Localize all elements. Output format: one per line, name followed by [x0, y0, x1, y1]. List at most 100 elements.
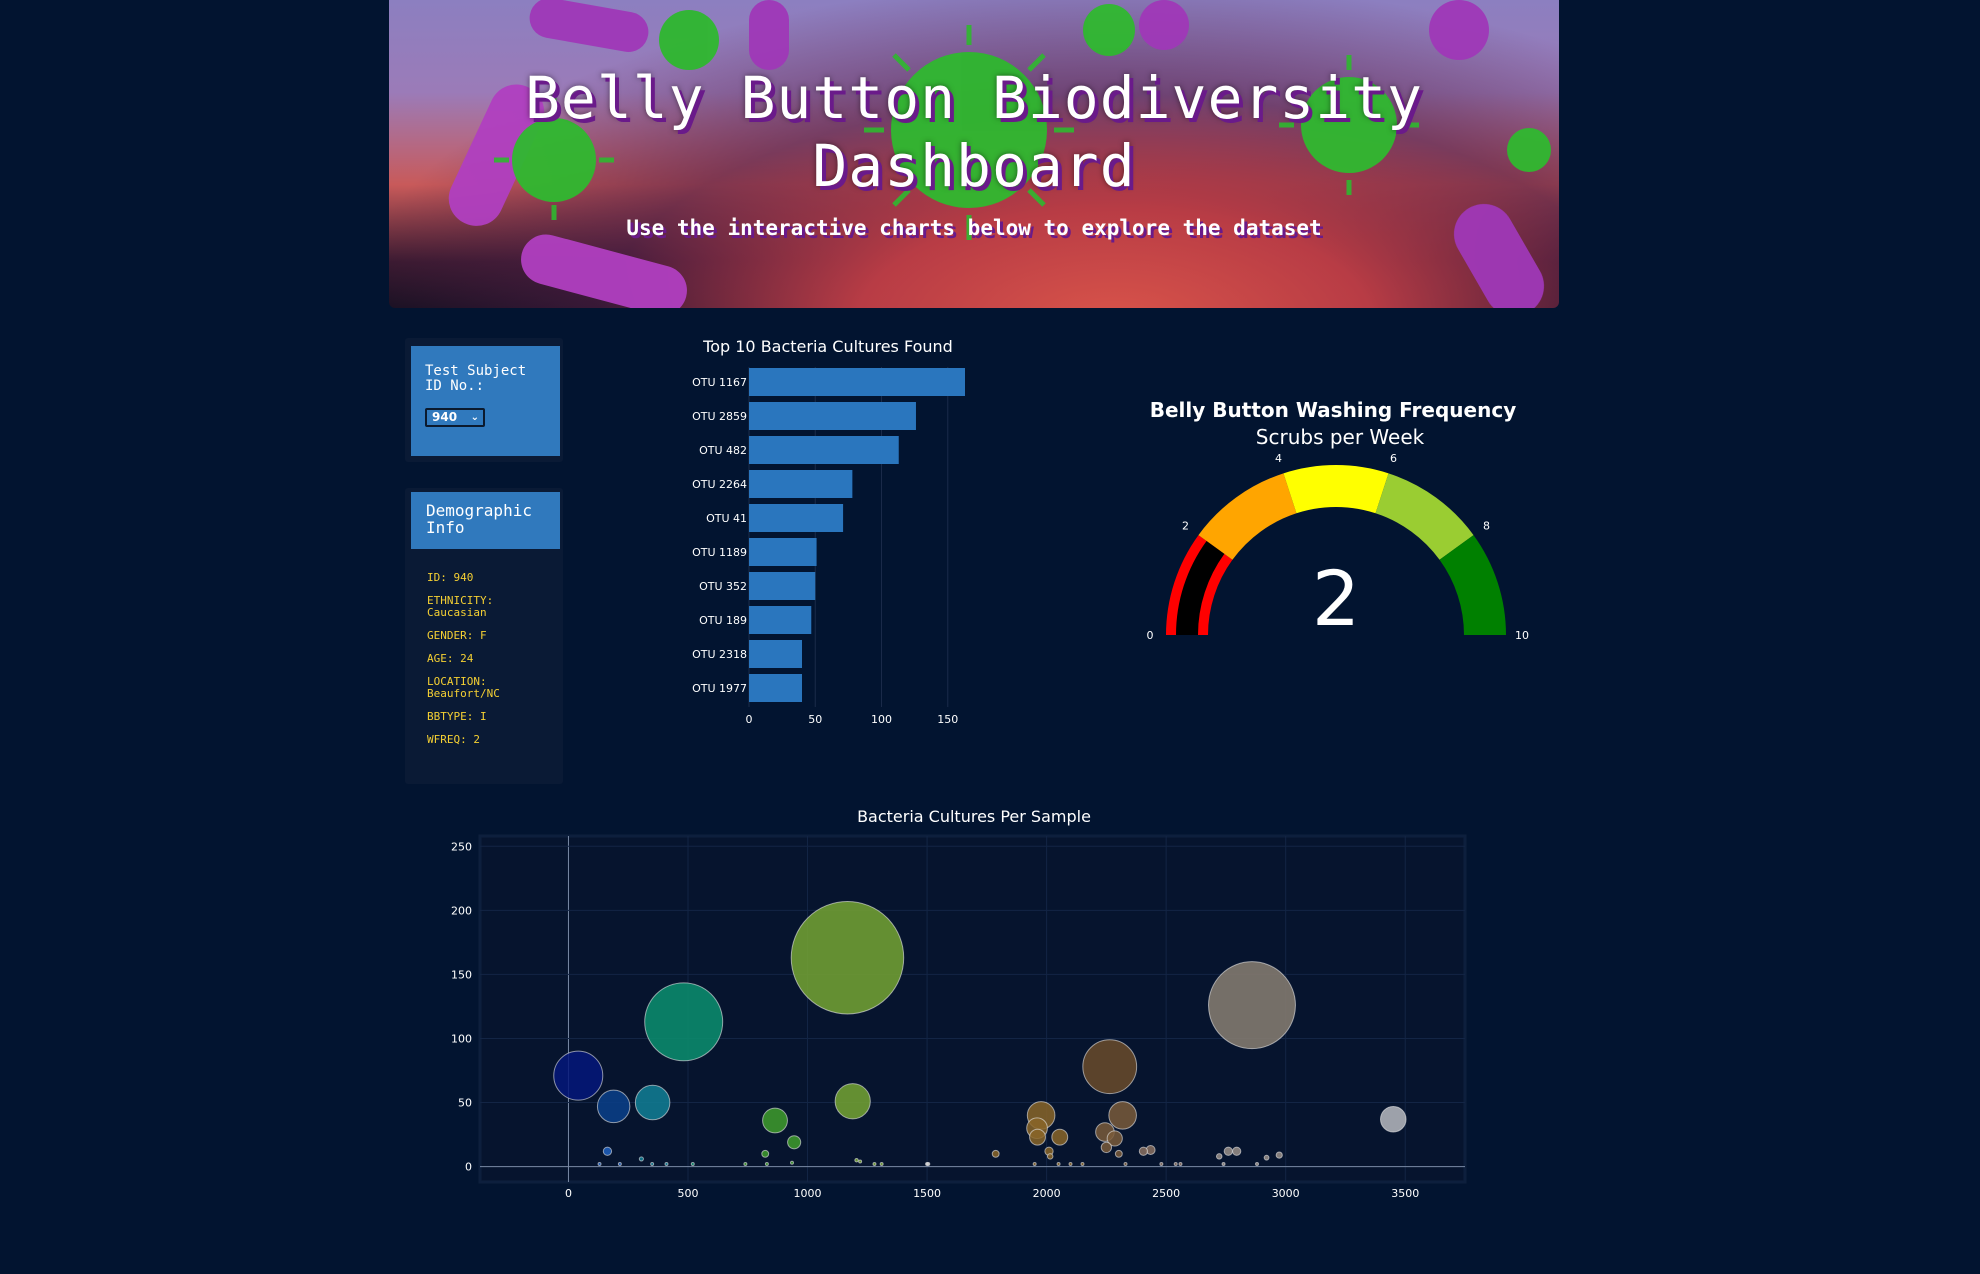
bubble-point — [1051, 1128, 1069, 1146]
gauge-tick-label: 0 — [1147, 629, 1154, 642]
bubble-point — [764, 1162, 769, 1167]
bubble-point — [1082, 1039, 1138, 1095]
bubble-point — [617, 1162, 622, 1167]
bar — [749, 606, 812, 634]
bubble-point — [602, 1146, 613, 1156]
demo-location: LOCATION: Beaufort/NC — [427, 675, 500, 700]
bubble-y-tick-label: 50 — [458, 1097, 472, 1110]
bubble-x-tick-label: 500 — [677, 1187, 698, 1200]
bar — [749, 674, 803, 702]
bubble-point — [1215, 1153, 1223, 1160]
bar-category-label: OTU 41 — [706, 512, 747, 525]
demographic-panel: Demographic Info ID: 940 ETHNICITY: Cauc… — [405, 488, 563, 784]
bubble-plot-area — [478, 834, 1467, 1184]
bubble-point — [1159, 1162, 1164, 1167]
bubble-point — [644, 982, 724, 1062]
bubble-x-tick-label: 0 — [565, 1187, 572, 1200]
bubble-point — [690, 1162, 695, 1167]
bar-category-label: OTU 189 — [699, 614, 747, 627]
bar-category-label: OTU 2859 — [692, 410, 747, 423]
bubble-point — [1123, 1162, 1128, 1167]
gauge-tick-label: 2 — [1182, 520, 1189, 533]
bubble-point — [650, 1162, 655, 1167]
bubble-point — [1100, 1141, 1113, 1154]
subject-select-panel: Test Subject ID No.: 940 ⌄ — [405, 338, 563, 462]
bar-x-tick-label: 0 — [746, 713, 753, 726]
wash-frequency-gauge: Belly Button Washing Frequency Scrubs per… — [1147, 398, 1530, 643]
demo-bbtype: BBTYPE: I — [427, 710, 487, 723]
bubble-point — [664, 1162, 669, 1167]
bubble-x-tick-label: 2000 — [1033, 1187, 1061, 1200]
bubble-point — [1232, 1146, 1242, 1156]
gauge-value-bar — [1176, 540, 1225, 635]
demographic-panel-title: Demographic Info — [426, 501, 532, 537]
bubble-point — [879, 1162, 884, 1167]
bubble-y-tick-label: 250 — [451, 840, 472, 853]
bubble-x-tick-label: 3500 — [1391, 1187, 1419, 1200]
gauge-subtitle: Scrubs per Week — [1256, 425, 1425, 449]
subject-id-dropdown[interactable]: 940 ⌄ — [425, 408, 485, 427]
bubble-point — [1255, 1162, 1260, 1167]
bubble-point — [790, 901, 905, 1015]
gauge-step — [1439, 535, 1506, 635]
subject-select-label: Test Subject ID No.: — [425, 363, 527, 394]
demo-id: ID: 940 — [427, 571, 474, 584]
gauge-step — [1283, 465, 1389, 514]
gauge-tick-label: 6 — [1390, 452, 1397, 465]
virus-background-image — [448, 0, 1551, 308]
bubble-point — [1178, 1162, 1183, 1167]
gauge-step — [1198, 473, 1297, 560]
bubble-point — [991, 1149, 1000, 1158]
bubble-y-tick-label: 100 — [451, 1032, 472, 1045]
bar-chart-title: Top 10 Bacteria Cultures Found — [702, 337, 953, 356]
bar — [749, 402, 916, 430]
bubble-point — [596, 1089, 631, 1124]
bar — [749, 538, 817, 566]
bubble-point — [834, 1083, 871, 1120]
demo-age: AGE: 24 — [427, 652, 474, 665]
bar — [749, 436, 899, 464]
bubble-x-tick-label: 1500 — [913, 1187, 941, 1200]
bar-x-tick-label: 100 — [871, 713, 892, 726]
bubble-point — [1275, 1151, 1283, 1159]
bar-category-label: OTU 1167 — [692, 376, 747, 389]
bubble-point — [854, 1157, 859, 1163]
bubble-point — [1108, 1101, 1137, 1130]
header-banner: Belly Button Biodiversity Dashboard Use … — [389, 0, 1559, 308]
bubble-point — [1380, 1105, 1407, 1133]
bubble-x-tick-label: 2500 — [1152, 1187, 1180, 1200]
bubble-point — [1106, 1130, 1123, 1147]
bubble-point — [1046, 1153, 1054, 1160]
bubble-point — [597, 1162, 602, 1167]
gauge-value: 2 — [1312, 554, 1360, 643]
bubble-point — [1029, 1128, 1046, 1146]
chevron-down-icon: ⌄ — [470, 412, 479, 423]
bar-x-tick-label: 150 — [937, 713, 958, 726]
bubble-point — [1056, 1162, 1061, 1167]
bar — [749, 470, 853, 498]
bubble-point — [872, 1162, 877, 1167]
bubble-point — [634, 1084, 671, 1121]
bubble-x-tick-label: 1000 — [794, 1187, 822, 1200]
bubble-point — [638, 1156, 644, 1162]
bar-category-label: OTU 1189 — [692, 546, 747, 559]
bar-category-label: OTU 352 — [699, 580, 747, 593]
bubble-point — [762, 1107, 788, 1134]
bubble-point — [1138, 1146, 1149, 1156]
gauge-tick-label: 4 — [1275, 452, 1282, 465]
bar — [749, 504, 844, 532]
gauge-step — [1375, 473, 1474, 560]
bubble-y-tick-label: 0 — [465, 1161, 472, 1174]
bubble-point — [1068, 1162, 1073, 1167]
bar-x-tick-label: 50 — [808, 713, 822, 726]
bubble-point — [1221, 1162, 1226, 1167]
bubble-point — [743, 1162, 748, 1167]
bar — [749, 572, 816, 600]
demo-wfreq: WFREQ: 2 — [427, 733, 480, 746]
demo-gender: GENDER: F — [427, 629, 487, 642]
gauge-title: Belly Button Washing Frequency — [1150, 398, 1516, 422]
bar — [749, 640, 803, 668]
bubble-point — [1080, 1162, 1085, 1167]
bubble-point — [789, 1160, 794, 1165]
